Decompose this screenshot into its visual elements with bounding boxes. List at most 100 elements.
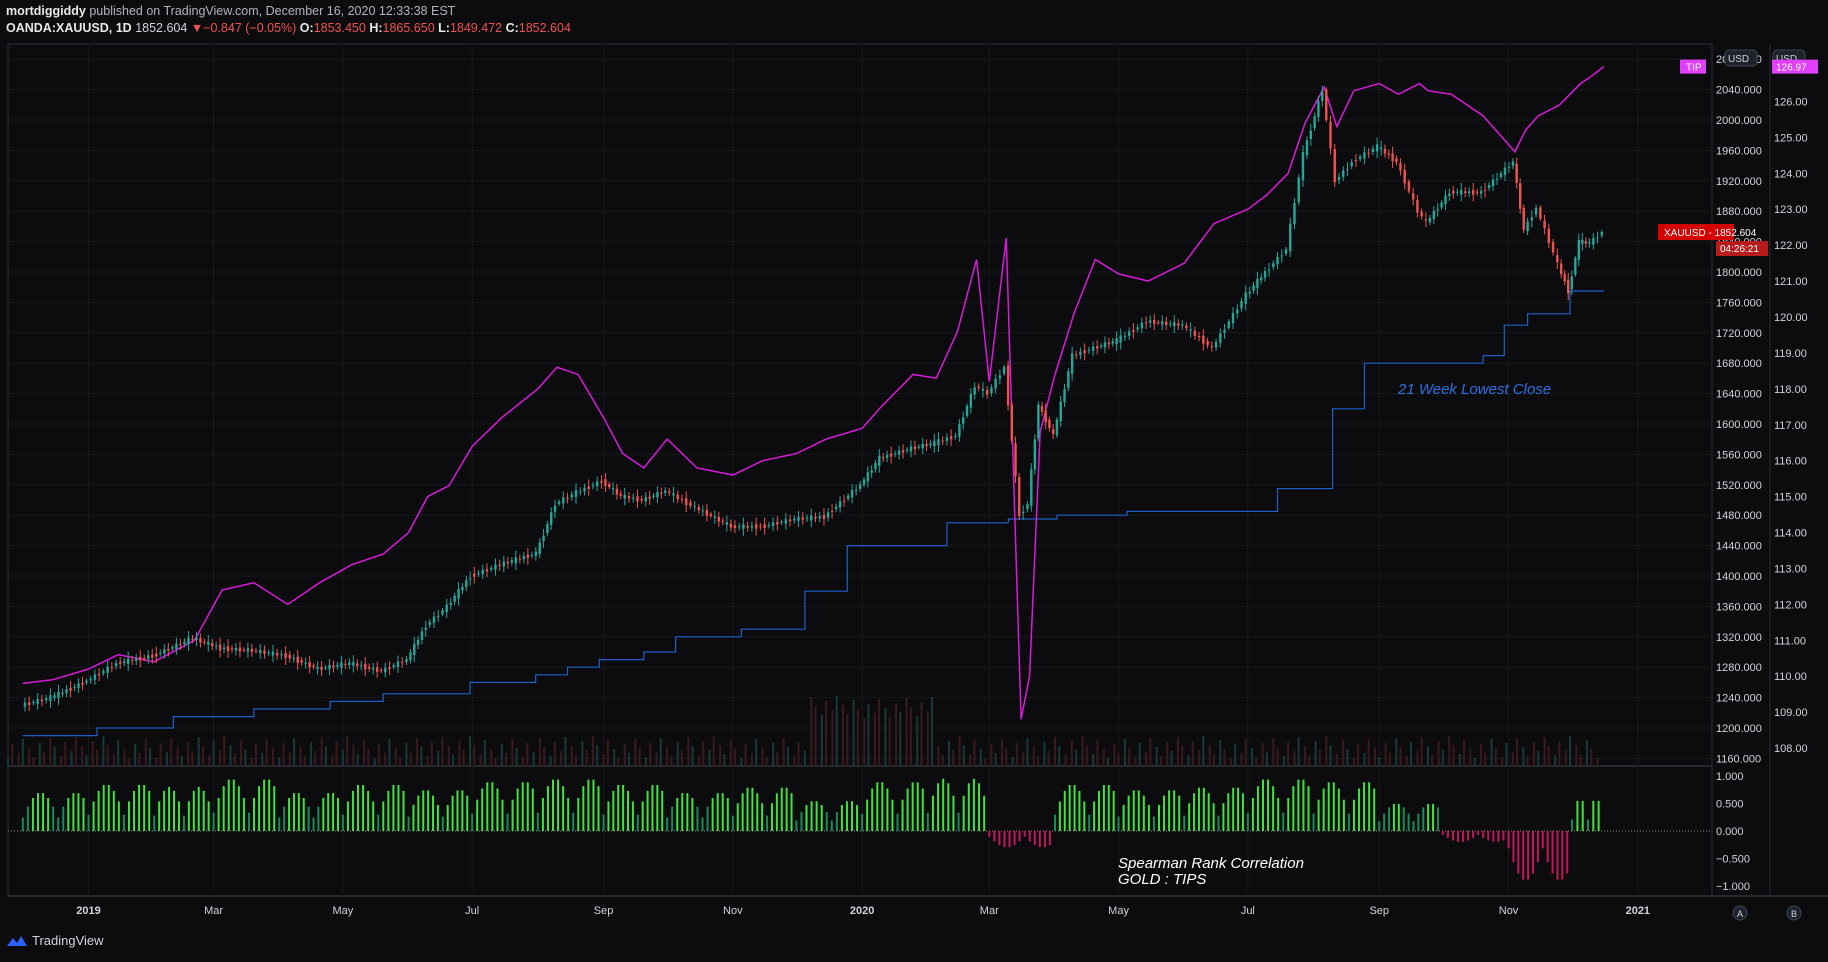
- candle-body: [534, 551, 538, 556]
- candle-body: [1248, 291, 1251, 294]
- candle-body: [1161, 321, 1164, 325]
- open-value: 1853.450: [313, 21, 366, 35]
- candle-body: [1592, 238, 1595, 245]
- candle-body: [284, 652, 287, 659]
- candle-body: [123, 661, 126, 664]
- candle-body: [958, 424, 961, 437]
- candle-body: [271, 651, 275, 656]
- candle-body: [1309, 130, 1312, 139]
- candle-body: [648, 496, 651, 499]
- candle-body: [604, 479, 607, 486]
- candle-body: [1367, 152, 1370, 154]
- candle-body: [1518, 183, 1522, 209]
- candle-body: [203, 641, 206, 643]
- candle-body: [746, 525, 749, 528]
- publish-line: mortdiggiddy published on TradingView.co…: [6, 4, 455, 18]
- candle-body: [1040, 405, 1044, 412]
- candle-body: [759, 526, 762, 528]
- candle-body: [587, 486, 590, 489]
- candle-body: [705, 509, 709, 516]
- candle-body: [1567, 279, 1570, 294]
- candle-body: [763, 524, 766, 528]
- candle-body: [566, 497, 569, 499]
- candle-body: [750, 525, 754, 528]
- candle-body: [1252, 285, 1255, 291]
- candle-body: [77, 683, 80, 688]
- candle-body: [885, 454, 889, 458]
- candle-body: [1197, 335, 1201, 338]
- candle-body: [1577, 239, 1581, 260]
- candle-body: [1399, 163, 1402, 171]
- candle-body: [131, 659, 134, 661]
- candle-body: [437, 615, 440, 617]
- scale-button-icon: [1786, 905, 1802, 921]
- candle-body: [102, 670, 105, 674]
- candle-body: [413, 643, 416, 656]
- candle-body: [676, 494, 679, 499]
- publisher-name[interactable]: mortdiggiddy: [6, 4, 86, 18]
- candle-body: [97, 674, 101, 676]
- candle-body: [1495, 178, 1499, 180]
- candle-body: [562, 497, 565, 504]
- candle-body: [1556, 255, 1559, 263]
- candle-body: [1210, 346, 1214, 348]
- candle-body: [1407, 181, 1411, 192]
- change-value: −0.847 (−0.05%): [203, 21, 297, 35]
- candle-body: [151, 654, 154, 658]
- candle-body: [424, 627, 427, 630]
- candle-body: [1107, 342, 1111, 345]
- candle-body: [1411, 193, 1415, 200]
- candle-body: [846, 495, 850, 499]
- candle-body: [1070, 353, 1074, 374]
- candle-body: [226, 646, 230, 652]
- time-tick-label: May: [332, 905, 353, 917]
- candle-body: [784, 519, 788, 524]
- candle-body: [207, 641, 210, 645]
- candle-body: [1522, 207, 1525, 230]
- tip-tick-label: 113.00: [1774, 563, 1807, 575]
- candle-body: [1140, 322, 1144, 329]
- candle-body: [1387, 153, 1390, 155]
- candle-body: [697, 507, 701, 511]
- candle-body: [1321, 91, 1324, 101]
- candle-body: [600, 481, 603, 483]
- candle-body: [595, 481, 599, 487]
- candle-body: [1503, 167, 1507, 176]
- candle-body: [1185, 325, 1188, 329]
- candle-body: [834, 506, 838, 510]
- tip-tick-label: 126.00: [1774, 96, 1808, 108]
- candle-body: [1305, 140, 1309, 156]
- candle-body: [1507, 166, 1511, 169]
- candle-body: [308, 662, 311, 668]
- time-tick-label: Jul: [1241, 905, 1255, 917]
- candle-body: [546, 524, 549, 533]
- candle-body: [1574, 258, 1577, 275]
- osc-tick-label: −1.000: [1716, 881, 1750, 893]
- candle-body: [1313, 115, 1316, 128]
- candle-body: [428, 622, 431, 625]
- candle-body: [1280, 255, 1283, 257]
- candle-body: [969, 394, 973, 408]
- candle-body: [905, 449, 909, 451]
- symbol-name[interactable]: OANDA:XAUUSD, 1D: [6, 21, 132, 35]
- candle-body: [171, 647, 174, 649]
- candle-body: [619, 493, 622, 496]
- candle-body: [494, 564, 497, 570]
- candle-body: [870, 470, 873, 473]
- price-tick-label: 1720.000: [1716, 328, 1762, 340]
- time-tick-label: 2020: [850, 905, 874, 917]
- candle-body: [1471, 189, 1475, 195]
- candle-body: [263, 650, 266, 654]
- candle-body: [1177, 323, 1180, 326]
- candle-body: [139, 656, 142, 661]
- candle-body: [1483, 189, 1487, 191]
- candle-body: [498, 564, 501, 566]
- candle-body: [1511, 161, 1515, 167]
- candle-body: [1293, 203, 1296, 225]
- footer-brand[interactable]: TradingView: [32, 933, 104, 948]
- candle-body: [49, 695, 52, 701]
- candle-body: [1436, 209, 1439, 211]
- candle-body: [1534, 207, 1538, 215]
- candle-body: [420, 631, 424, 640]
